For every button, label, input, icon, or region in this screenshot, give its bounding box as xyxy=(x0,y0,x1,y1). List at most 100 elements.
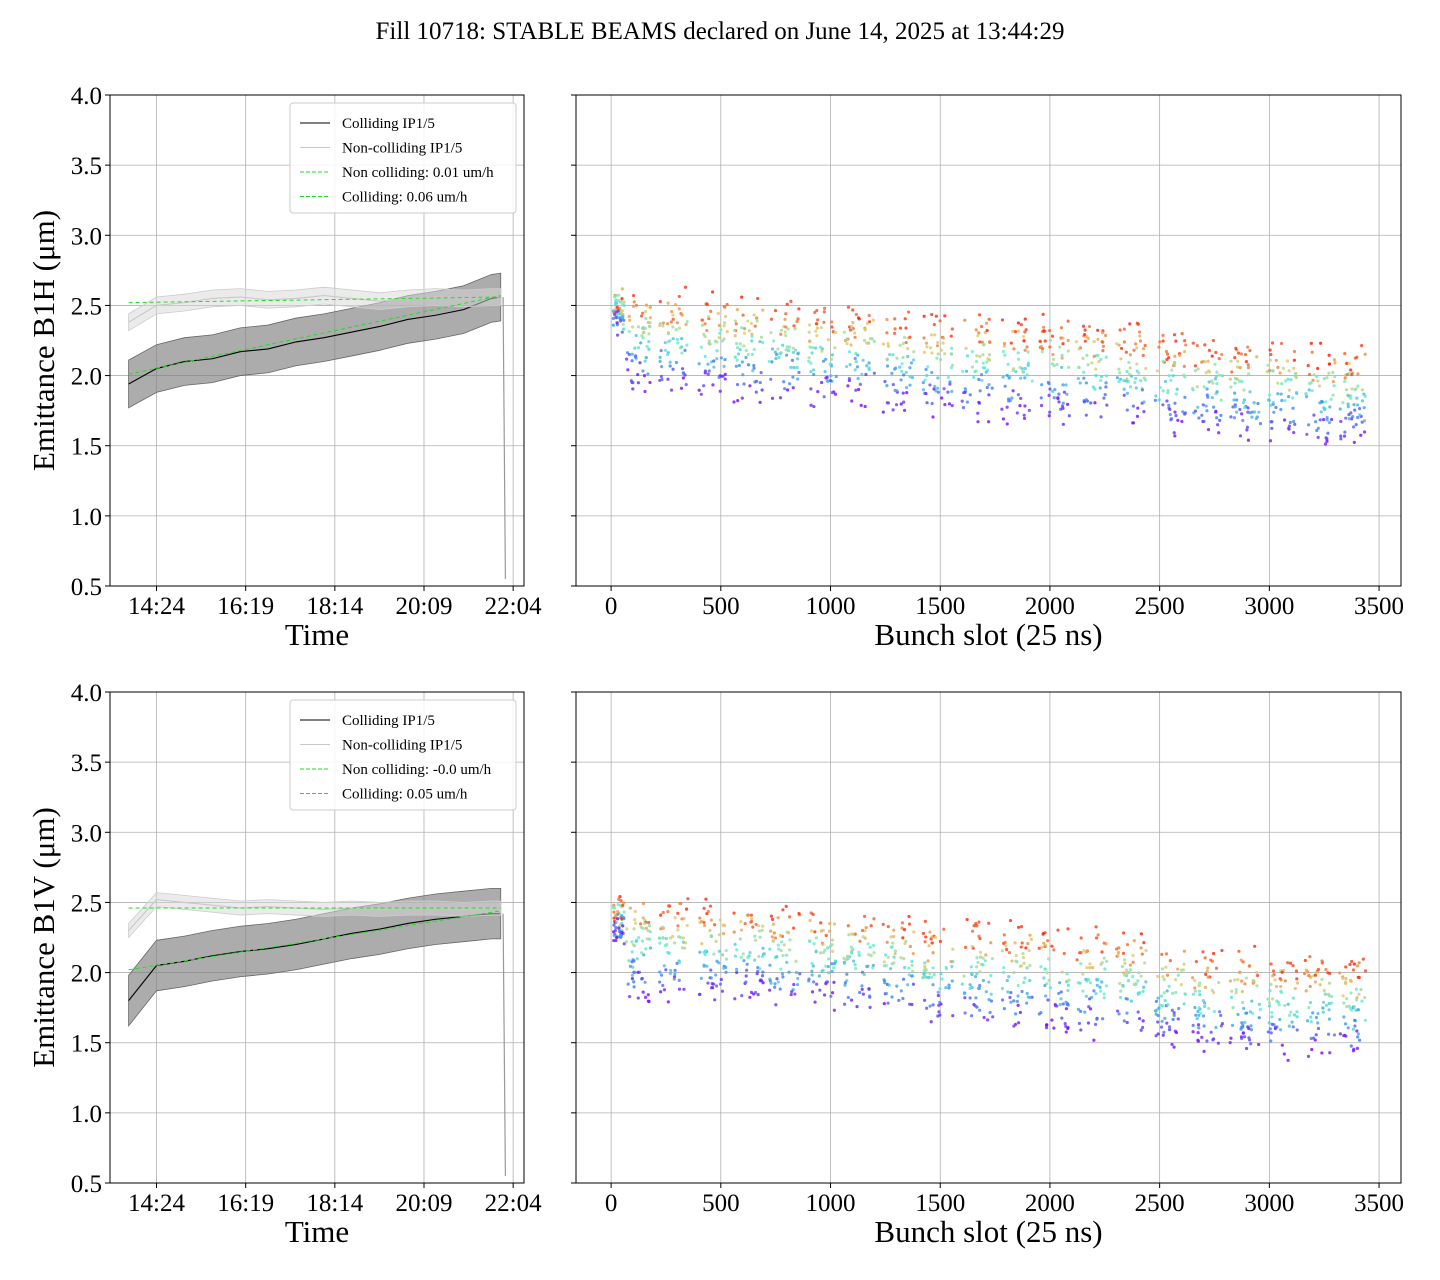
scatter-point-train-8 xyxy=(906,347,910,351)
scatter-point-train-18 xyxy=(1266,997,1270,1001)
scatter-point-train-12 xyxy=(1065,392,1069,396)
scatter-point-train-18 xyxy=(1271,401,1275,405)
scatter-point-train-17 xyxy=(1257,1016,1261,1020)
scatter-point-train-7 xyxy=(846,305,851,309)
scatter-point-train-8 xyxy=(904,385,909,390)
scatter-point-train-7 xyxy=(867,361,871,365)
scatter-point-train-2 xyxy=(662,964,666,968)
scatter-point-train-1 xyxy=(644,947,648,951)
scatter-point-train-7 xyxy=(864,925,868,930)
scatter-point-train-12 xyxy=(1039,396,1043,400)
scatter-point-train-6 xyxy=(807,977,811,981)
scatter-point-train-6 xyxy=(834,330,838,335)
scatter-point-train-18 xyxy=(1270,1011,1274,1015)
scatter-point-train-10 xyxy=(987,353,992,357)
scatter-point-train-19 xyxy=(1309,1036,1313,1041)
scatter-point-train-5 xyxy=(784,348,788,352)
scatter-point-train-15 xyxy=(1155,1008,1159,1012)
scatter-point-train-5 xyxy=(779,328,784,332)
scatter-point-train-13 xyxy=(1082,949,1086,953)
scatter-point-train-14 xyxy=(1128,322,1132,326)
scatter-point-train-7 xyxy=(846,384,850,388)
scatter-point-train-1 xyxy=(634,939,638,943)
scatter-point-train-18 xyxy=(1267,1021,1271,1025)
scatter-point-train-10 xyxy=(960,399,964,403)
scatter-point-train-3 xyxy=(709,309,713,313)
scatter-point-train-6 xyxy=(828,362,832,366)
scatter-point-train-2 xyxy=(685,923,689,928)
scatter-point-train-19 xyxy=(1325,439,1329,443)
scatter-point-train-20 xyxy=(1362,406,1366,410)
scatter-point-train-18 xyxy=(1292,358,1297,362)
y-tick-label: 3.5 xyxy=(71,153,102,180)
scatter-point-train-3 xyxy=(723,377,727,381)
scatter-point-train-14 xyxy=(1141,1025,1145,1030)
scatter-point-train-14 xyxy=(1132,348,1136,352)
scatter-point-train-11 xyxy=(1028,995,1032,1000)
scatter-point-train-7 xyxy=(859,403,863,408)
scatter-point-train-12 xyxy=(1052,1026,1056,1030)
scatter-point-train-19 xyxy=(1320,961,1324,965)
scatter-point-train-8 xyxy=(902,408,907,412)
scatter-point-train-13 xyxy=(1088,962,1092,966)
scatter-point-train-3 xyxy=(715,349,719,353)
scatter-point-train-1 xyxy=(630,352,634,356)
scatter-point-train-1 xyxy=(640,326,645,330)
scatter-point-train-4 xyxy=(732,328,737,332)
scatter-point-train-17 xyxy=(1239,1035,1244,1039)
scatter-point-train-15 xyxy=(1166,1003,1170,1007)
scatter-point-train-7 xyxy=(857,387,861,392)
scatter-point-train-9 xyxy=(937,1010,941,1014)
scatter-point-train-11 xyxy=(1012,367,1016,371)
scatter-point-train-9 xyxy=(936,390,941,394)
scatter-point-train-3 xyxy=(714,939,718,943)
scatter-point-train-6 xyxy=(830,969,834,973)
scatter-point-train-17 xyxy=(1246,438,1251,442)
scatter-point-train-3 xyxy=(710,290,715,294)
scatter-point-train-18 xyxy=(1280,381,1284,386)
scatter-point-train-18 xyxy=(1282,1052,1286,1056)
scatter-point-train-17 xyxy=(1257,1002,1262,1006)
scatter-point-train-12 xyxy=(1060,356,1064,360)
scatter-point-train-17 xyxy=(1237,949,1241,953)
scatter-point-train-19 xyxy=(1310,350,1314,354)
scatter-point-train-18 xyxy=(1289,1010,1293,1014)
scatter-point-train-19 xyxy=(1326,431,1330,435)
scatter-point-train-8 xyxy=(902,927,907,932)
scatter-point-train-6 xyxy=(812,372,816,377)
scatter-point-train-1 xyxy=(647,332,651,336)
scatter-point-train-3 xyxy=(712,952,716,956)
scatter-point-train-20 xyxy=(1342,1001,1346,1005)
scatter-point-train-13 xyxy=(1084,977,1088,981)
scatter-point-train-0 xyxy=(614,293,618,298)
scatter-point-train-11 xyxy=(1029,937,1033,941)
y-tick-label: 1.0 xyxy=(71,504,102,531)
scatter-point-train-16 xyxy=(1200,1035,1204,1039)
scatter-point-train-3 xyxy=(713,339,718,343)
scatter-point-train-10 xyxy=(963,945,968,949)
scatter-point-train-13 xyxy=(1076,1007,1081,1011)
scatter-point-train-17 xyxy=(1229,1036,1233,1040)
scatter-point-train-15 xyxy=(1161,359,1165,364)
scatter-point-train-14 xyxy=(1125,408,1129,412)
scatter-point-train-17 xyxy=(1243,353,1248,357)
scatter-point-train-13 xyxy=(1086,1021,1091,1025)
scatter-point-train-5 xyxy=(786,388,790,392)
scatter-point-train-13 xyxy=(1083,1010,1087,1014)
scatter-point-train-18 xyxy=(1280,970,1284,974)
scatter-point-train-8 xyxy=(905,391,909,395)
scatter-point-train-1 xyxy=(639,314,644,318)
scatter-point-train-11 xyxy=(1017,1021,1021,1025)
scatter-point-train-1 xyxy=(636,381,641,385)
x-tick-label: 0 xyxy=(605,1190,618,1217)
scatter-point-train-19 xyxy=(1309,1015,1313,1019)
scatter-point-train-6 xyxy=(808,918,812,923)
scatter-point-train-0 xyxy=(622,942,626,946)
scatter-point-train-9 xyxy=(930,312,934,317)
scatter-point-train-7 xyxy=(848,328,853,332)
scatter-point-train-11 xyxy=(1022,981,1026,985)
scatter-point-train-19 xyxy=(1321,1006,1325,1010)
scatter-point-train-1 xyxy=(644,356,648,360)
scatter-point-train-1 xyxy=(633,909,637,914)
scatter-point-train-4 xyxy=(754,922,758,927)
